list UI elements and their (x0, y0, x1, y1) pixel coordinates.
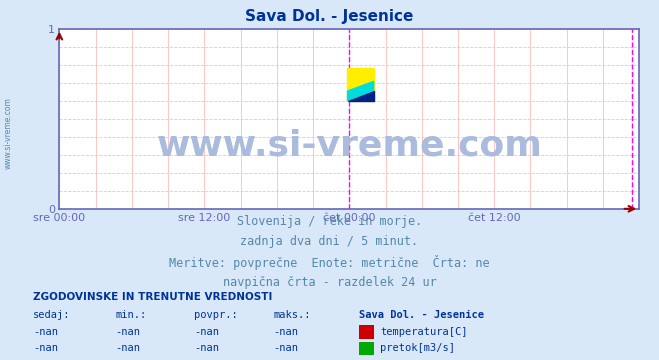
Text: Sava Dol. - Jesenice: Sava Dol. - Jesenice (359, 310, 484, 320)
Text: Sava Dol. - Jesenice: Sava Dol. - Jesenice (245, 9, 414, 24)
Text: sedaj:: sedaj: (33, 310, 71, 320)
Text: -nan: -nan (273, 327, 299, 337)
Polygon shape (347, 81, 374, 101)
Text: povpr.:: povpr.: (194, 310, 238, 320)
Text: -nan: -nan (194, 327, 219, 337)
Text: maks.:: maks.: (273, 310, 311, 320)
Text: www.si-vreme.com: www.si-vreme.com (156, 129, 542, 163)
Polygon shape (347, 91, 374, 101)
Text: -nan: -nan (115, 343, 140, 354)
Text: www.si-vreme.com: www.si-vreme.com (3, 97, 13, 169)
Text: ZGODOVINSKE IN TRENUTNE VREDNOSTI: ZGODOVINSKE IN TRENUTNE VREDNOSTI (33, 292, 272, 302)
Text: -nan: -nan (33, 327, 58, 337)
Text: Meritve: povprečne  Enote: metrične  Črta: ne: Meritve: povprečne Enote: metrične Črta:… (169, 255, 490, 270)
Polygon shape (347, 68, 374, 101)
Polygon shape (347, 68, 374, 101)
Text: temperatura[C]: temperatura[C] (380, 327, 468, 337)
Text: -nan: -nan (273, 343, 299, 354)
Text: -nan: -nan (194, 343, 219, 354)
Text: navpična črta - razdelek 24 ur: navpična črta - razdelek 24 ur (223, 276, 436, 289)
Text: Slovenija / reke in morje.: Slovenija / reke in morje. (237, 215, 422, 228)
Text: min.:: min.: (115, 310, 146, 320)
Text: zadnja dva dni / 5 minut.: zadnja dva dni / 5 minut. (241, 235, 418, 248)
Text: -nan: -nan (33, 343, 58, 354)
Text: -nan: -nan (115, 327, 140, 337)
Text: pretok[m3/s]: pretok[m3/s] (380, 343, 455, 354)
